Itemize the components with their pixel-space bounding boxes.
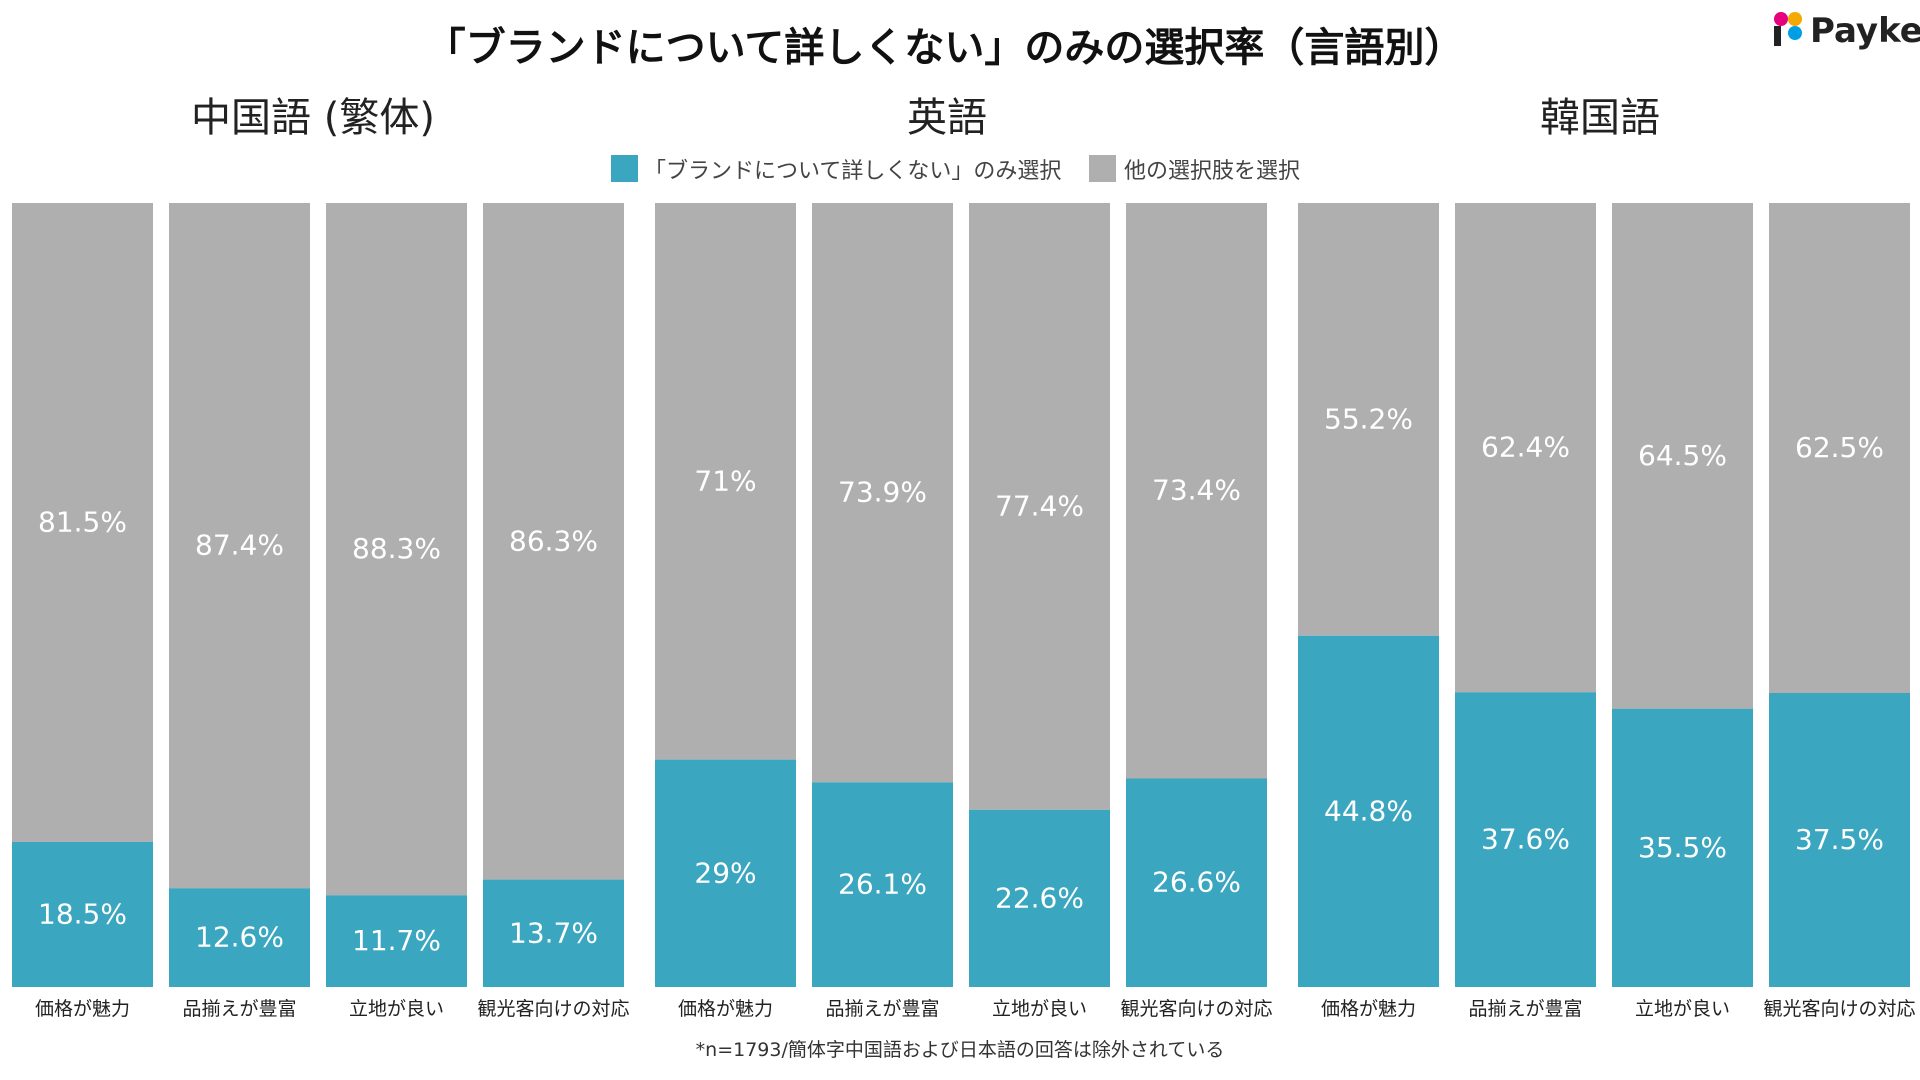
legend-label-gray: 他の選択肢を選択 xyxy=(1124,159,1300,184)
logo-mark-stem xyxy=(1774,26,1781,46)
category-label: 立地が良い xyxy=(1635,998,1730,1020)
bars xyxy=(12,203,1910,987)
bar-label-brand-only: 22.6% xyxy=(995,881,1084,914)
bar-brand-only xyxy=(483,879,624,987)
bar-label-brand-only: 18.5% xyxy=(38,897,127,930)
category-label: 価格が魅力 xyxy=(678,998,773,1020)
bar-other xyxy=(655,203,796,760)
bar-label-brand-only: 12.6% xyxy=(195,921,284,954)
bar-other xyxy=(12,203,153,842)
bar-brand-only xyxy=(326,895,467,987)
bar-label-other: 73.4% xyxy=(1152,474,1241,507)
legend-swatch-blue xyxy=(611,155,638,182)
bar-label-brand-only: 11.7% xyxy=(352,924,441,957)
bar-label-brand-only: 29% xyxy=(694,856,756,889)
logo-mark-dot-blue xyxy=(1788,26,1802,40)
logo-text: Payke xyxy=(1810,11,1920,51)
bar-label-brand-only: 37.6% xyxy=(1481,823,1570,856)
group-title: 中国語 (繁体) xyxy=(191,95,435,141)
category-label: 観光客向けの対応 xyxy=(1120,998,1272,1020)
bar-other xyxy=(326,203,467,896)
bar-labels: 18.5% 81.5% 12.6% 87.4% 11.7% 88.3% 13.7% 86.3%… xyxy=(38,402,1884,957)
category-label: 観光客向けの対応 xyxy=(477,998,629,1020)
bar-label-brand-only: 26.6% xyxy=(1152,866,1241,899)
logo-mark-dot-pink xyxy=(1774,12,1788,26)
category-label: 品揃えが豊富 xyxy=(182,998,296,1020)
bar-brand-only xyxy=(969,809,1110,987)
category-label: 価格が魅力 xyxy=(1321,998,1416,1020)
bar-other xyxy=(1126,203,1267,779)
legend-swatch-gray xyxy=(1089,155,1116,182)
bar-label-other: 64.5% xyxy=(1638,439,1727,472)
bar-label-other: 87.4% xyxy=(195,529,284,562)
bar-label-other: 71% xyxy=(694,464,756,497)
bar-label-other: 88.3% xyxy=(352,532,441,565)
bar-brand-only xyxy=(812,782,953,987)
bar-other xyxy=(1298,203,1439,636)
bar-brand-only xyxy=(169,888,310,987)
bar-other xyxy=(969,203,1110,810)
group-titles: 中国語 (繁体) 英語 韓国語 xyxy=(191,95,1660,141)
legend: 「ブランドについて詳しくない」のみ選択 他の選択肢を選択 xyxy=(611,155,1300,184)
bar-other xyxy=(1455,203,1596,693)
category-label: 観光客向けの対応 xyxy=(1763,998,1915,1020)
bar-label-other: 73.9% xyxy=(838,476,927,509)
category-label: 品揃えが豊富 xyxy=(1468,998,1582,1020)
bar-brand-only xyxy=(12,841,153,987)
bar-label-other: 77.4% xyxy=(995,489,1084,522)
bar-brand-only xyxy=(1298,635,1439,987)
bar-other xyxy=(812,203,953,783)
category-label: 立地が良い xyxy=(992,998,1087,1020)
payke-logo: Payke xyxy=(1774,11,1920,51)
bar-brand-only xyxy=(1455,692,1596,987)
category-label: 価格が魅力 xyxy=(35,998,130,1020)
category-label: 立地が良い xyxy=(349,998,444,1020)
bar-label-other: 62.5% xyxy=(1795,431,1884,464)
legend-label-blue: 「ブランドについて詳しくない」のみ選択 xyxy=(644,159,1061,184)
bar-brand-only xyxy=(1612,708,1753,987)
bar-other xyxy=(1769,203,1910,693)
logo-mark-dot-yellow xyxy=(1788,12,1802,26)
bar-brand-only xyxy=(1126,778,1267,987)
bar-brand-only xyxy=(655,759,796,987)
bar-brand-only xyxy=(1769,693,1910,987)
bar-label-other: 55.2% xyxy=(1324,402,1413,435)
category-label: 品揃えが豊富 xyxy=(825,998,939,1020)
bar-label-brand-only: 35.5% xyxy=(1638,831,1727,864)
group-title: 韓国語 xyxy=(1540,95,1660,141)
bar-other xyxy=(483,203,624,880)
bar-label-brand-only: 44.8% xyxy=(1324,794,1413,827)
bar-other xyxy=(169,203,310,889)
bar-label-brand-only: 26.1% xyxy=(838,868,927,901)
bar-label-brand-only: 13.7% xyxy=(509,916,598,949)
bar-other xyxy=(1612,203,1753,709)
group-title: 英語 xyxy=(907,95,987,141)
footnote: *n=1793/簡体字中国語および日本語の回答は除外されている xyxy=(696,1039,1225,1061)
chart-title: 「ブランドについて詳しくない」のみの選択率（言語別） xyxy=(426,25,1465,71)
category-labels: 価格が魅力 品揃えが豊富 立地が良い 観光客向けの対応 価格が魅力 品揃えが豊富 立地が良い… xyxy=(35,998,1916,1020)
bar-label-other: 81.5% xyxy=(38,505,127,538)
bar-label-other: 86.3% xyxy=(509,524,598,557)
bar-label-brand-only: 37.5% xyxy=(1795,823,1884,856)
bar-label-other: 62.4% xyxy=(1481,431,1570,464)
